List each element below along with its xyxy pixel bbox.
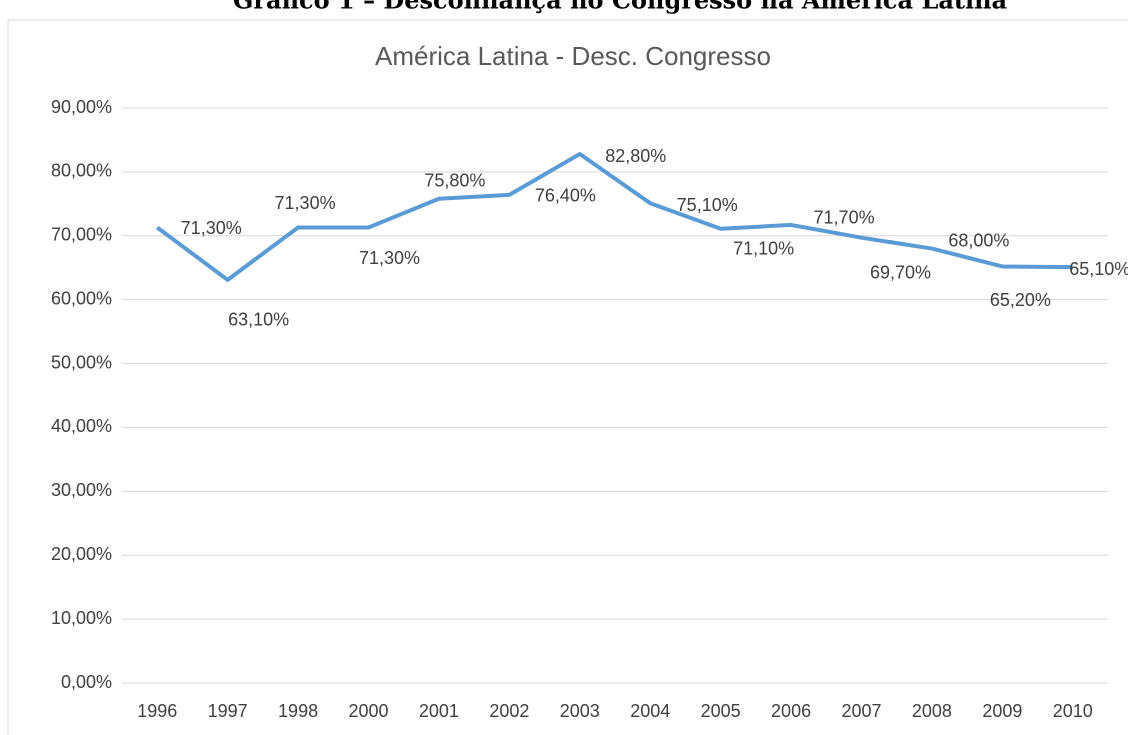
data-label: 71,30%: [181, 218, 242, 238]
x-tick-label: 2003: [560, 701, 600, 721]
data-label: 65,10%: [1069, 259, 1128, 279]
x-tick-label: 1996: [137, 701, 177, 721]
x-tick-label: 2001: [419, 701, 459, 721]
x-tick-label: 2005: [701, 701, 741, 721]
data-label: 71,70%: [814, 208, 875, 228]
x-tick-label: 2010: [1053, 701, 1093, 721]
data-label: 65,20%: [990, 290, 1051, 310]
x-tick-label: 2000: [348, 701, 388, 721]
y-tick-label: 10,00%: [51, 608, 112, 628]
y-tick-label: 60,00%: [51, 288, 112, 308]
chart-title: América Latina - Desc. Congresso: [375, 41, 771, 71]
x-tick-label: 2009: [982, 701, 1022, 721]
caption: Gráfico 1 – Desconfiança no Congresso na…: [233, 0, 1007, 15]
x-tick-label: 2008: [912, 701, 952, 721]
data-label: 71,30%: [275, 193, 336, 213]
data-label: 71,30%: [359, 248, 420, 268]
data-label: 71,10%: [733, 239, 794, 259]
y-tick-label: 50,00%: [51, 352, 112, 372]
data-label: 82,80%: [605, 146, 666, 166]
x-tick-label: 1998: [278, 701, 318, 721]
y-tick-label: 20,00%: [51, 544, 112, 564]
x-tick-label: 2007: [841, 701, 881, 721]
data-label: 75,10%: [677, 195, 738, 215]
x-tick-label: 1997: [208, 701, 248, 721]
data-label: 76,40%: [535, 186, 596, 206]
x-tick-label: 2006: [771, 701, 811, 721]
data-label: 75,80%: [424, 170, 485, 190]
y-tick-label: 0,00%: [61, 672, 112, 692]
y-tick-label: 40,00%: [51, 416, 112, 436]
data-label: 68,00%: [948, 230, 1009, 250]
x-tick-label: 2002: [489, 701, 529, 721]
data-label: 63,10%: [228, 310, 289, 330]
y-tick-label: 70,00%: [51, 225, 112, 245]
y-tick-label: 80,00%: [51, 161, 112, 181]
chart-frame: [7, 19, 1128, 735]
data-label: 69,70%: [870, 262, 931, 282]
y-tick-label: 30,00%: [51, 480, 112, 500]
data-line: [156, 152, 1073, 282]
y-tick-label: 90,00%: [51, 97, 112, 117]
x-tick-label: 2004: [630, 701, 670, 721]
